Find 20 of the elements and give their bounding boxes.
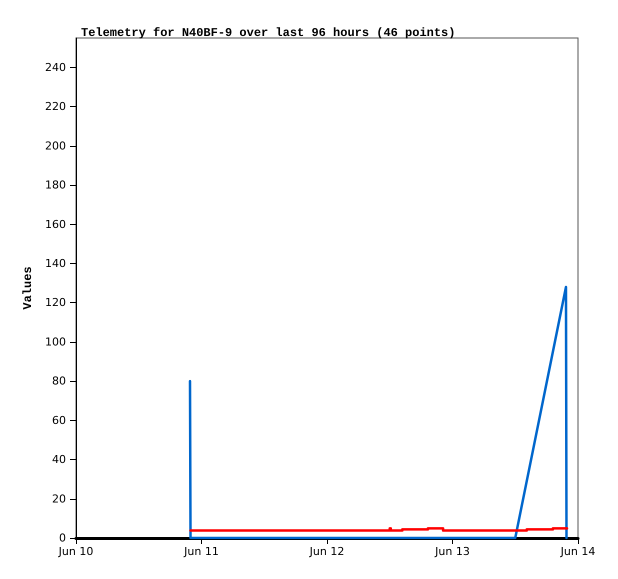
x-tick-label: Jun 12 (308, 545, 344, 558)
y-tick-label: 200 (45, 139, 66, 152)
y-tick-label: 100 (45, 335, 66, 348)
y-tick-label: 120 (45, 296, 66, 310)
x-tick-label: Jun 14 (560, 545, 596, 558)
y-tick-label: 220 (45, 100, 66, 114)
x-tick-label: Jun 11 (183, 545, 219, 558)
chart-title: Telemetry for N40BF-9 over last 96 hours (46 points) (81, 26, 456, 40)
y-tick-label: 80 (52, 374, 66, 388)
y-tick-label: 140 (45, 256, 66, 270)
x-tick-label: Jun 10 (58, 545, 94, 558)
y-axis-title: Values (21, 266, 36, 310)
x-tick-label: Jun 13 (434, 545, 470, 558)
y-tick-label: 180 (45, 178, 66, 192)
y-tick-label: 60 (52, 414, 66, 427)
y-tick-label: 20 (52, 492, 66, 506)
y-tick-label: 240 (45, 60, 66, 74)
y-tick-label: 40 (52, 453, 66, 466)
y-tick-label: 160 (45, 218, 66, 231)
y-tick-label: 0 (59, 532, 66, 544)
